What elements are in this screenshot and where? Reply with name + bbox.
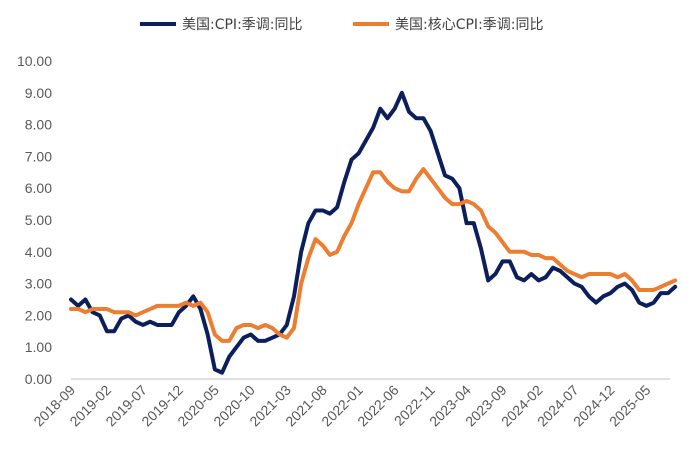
y-tick-label: 9.00 [25, 85, 52, 101]
legend: 美国:CPI:季调:同比 美国:核心CPI:季调:同比 [140, 17, 544, 33]
y-tick-label: 1.00 [25, 339, 52, 355]
y-tick-label: 5.00 [25, 212, 52, 228]
y-tick-label: 4.00 [25, 244, 52, 260]
y-tick-label: 6.00 [25, 180, 52, 196]
legend-label-2: 美国:核心CPI:季调:同比 [395, 17, 544, 33]
series-line-2 [69, 167, 678, 343]
series-line-1 [69, 90, 678, 375]
y-tick-label: 8.00 [25, 117, 52, 133]
y-tick-label: 10.00 [17, 53, 52, 69]
y-tick-label: 3.00 [25, 276, 52, 292]
y-tick-label: 7.00 [25, 148, 52, 164]
x-axis: 2018-092019-022019-072019-122020-052020-… [30, 378, 670, 429]
y-tick-label: 0.00 [25, 371, 52, 387]
plot-area [69, 90, 678, 375]
y-tick-label: 2.00 [25, 307, 52, 323]
y-axis: 0.00 1.00 2.00 3.00 4.00 5.00 6.00 7.00 8.00 9.00… [17, 53, 52, 387]
legend-label-1: 美国:CPI:季调:同比 [182, 17, 303, 33]
